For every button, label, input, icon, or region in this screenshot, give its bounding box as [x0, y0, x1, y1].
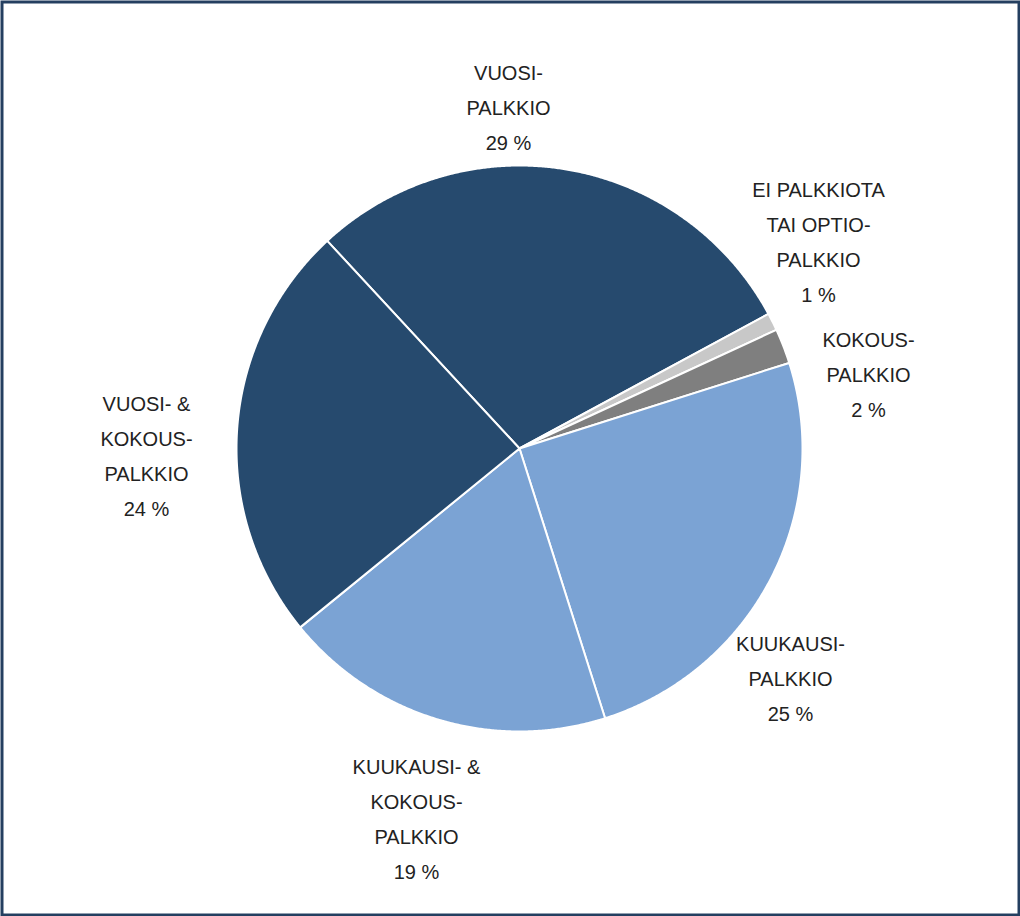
- svg-text:KUUKAUSI- &KOKOUS-PALKKIO19 %: KUUKAUSI- &KOKOUS-PALKKIO19 %: [353, 756, 481, 883]
- svg-text:KOKOUS-PALKKIO2 %: KOKOUS-PALKKIO2 %: [822, 329, 914, 421]
- svg-text:KUUKAUSI-PALKKIO25 %: KUUKAUSI-PALKKIO25 %: [736, 633, 845, 725]
- svg-text:EI PALKKIOTATAI OPTIO-PALKKIO1: EI PALKKIOTATAI OPTIO-PALKKIO1 %: [752, 179, 885, 306]
- svg-text:VUOSI- &KOKOUS-PALKKIO24 %: VUOSI- &KOKOUS-PALKKIO24 %: [100, 393, 192, 520]
- svg-text:VUOSI-PALKKIO29 %: VUOSI-PALKKIO29 %: [466, 62, 550, 154]
